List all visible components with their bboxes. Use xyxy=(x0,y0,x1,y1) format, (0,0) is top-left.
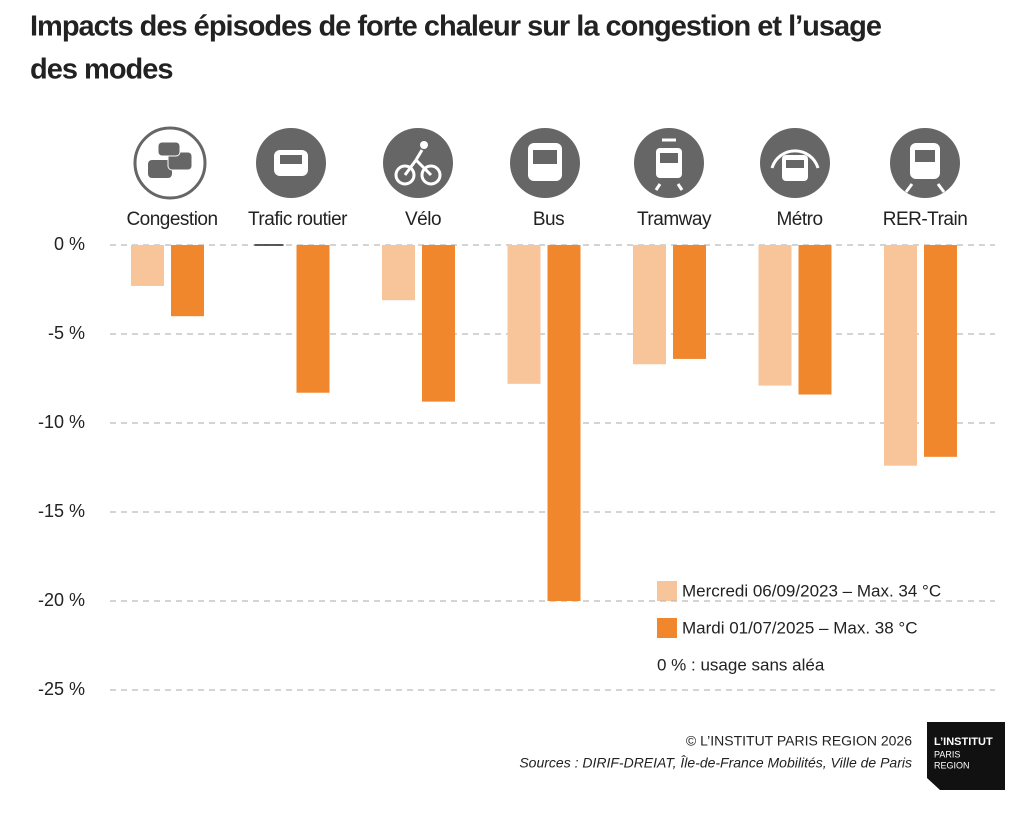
legend-swatch xyxy=(657,618,677,638)
sources: Sources : DIRIF-DREIAT, Île-de-France Mo… xyxy=(519,755,912,771)
x-tick-label: RER-Train xyxy=(883,209,968,230)
bar xyxy=(758,245,792,386)
bar xyxy=(547,245,581,601)
bar xyxy=(884,245,917,466)
logo-text: REGION xyxy=(934,760,970,770)
chart-title-line2: des modes xyxy=(30,54,173,86)
annotation: 0 % : usage sans aléa xyxy=(657,655,825,674)
logo-text: L’INSTITUT xyxy=(934,736,993,748)
bar xyxy=(924,245,957,457)
x-tick-label: Tramway xyxy=(637,209,712,230)
x-tick-label: Bus xyxy=(533,209,564,230)
bar xyxy=(507,245,541,384)
legend-swatch xyxy=(657,581,677,601)
y-tick-label: 0 % xyxy=(54,234,85,254)
bar xyxy=(633,245,666,365)
y-tick-label: -5 % xyxy=(48,323,85,343)
logo-text: PARIS xyxy=(934,749,960,759)
bar xyxy=(131,245,164,286)
bar xyxy=(422,245,455,402)
copyright: © L’INSTITUT PARIS REGION 2026 xyxy=(686,733,912,749)
logo: L’INSTITUT PARIS REGION xyxy=(927,722,1005,790)
bar xyxy=(171,245,204,317)
legend-label: Mercredi 06/09/2023 – Max. 34 °C xyxy=(682,581,941,600)
x-tick-label: Congestion xyxy=(126,209,217,230)
bar xyxy=(798,245,832,395)
chart-title-line1: Impacts des épisodes de forte chaleur su… xyxy=(30,11,882,43)
x-tick-label: Trafic routier xyxy=(248,209,348,230)
y-tick-label: -15 % xyxy=(38,501,85,521)
x-tick-label: Vélo xyxy=(405,209,441,230)
icons xyxy=(133,126,960,200)
x-tick-label: Métro xyxy=(776,209,822,230)
y-tick-label: -20 % xyxy=(38,590,85,610)
legend-label: Mardi 01/07/2025 – Max. 38 °C xyxy=(682,618,918,637)
bar xyxy=(296,245,330,393)
y-tick-label: -10 % xyxy=(38,412,85,432)
bar xyxy=(673,245,706,359)
bar xyxy=(382,245,415,301)
y-tick-label: -25 % xyxy=(38,679,85,699)
